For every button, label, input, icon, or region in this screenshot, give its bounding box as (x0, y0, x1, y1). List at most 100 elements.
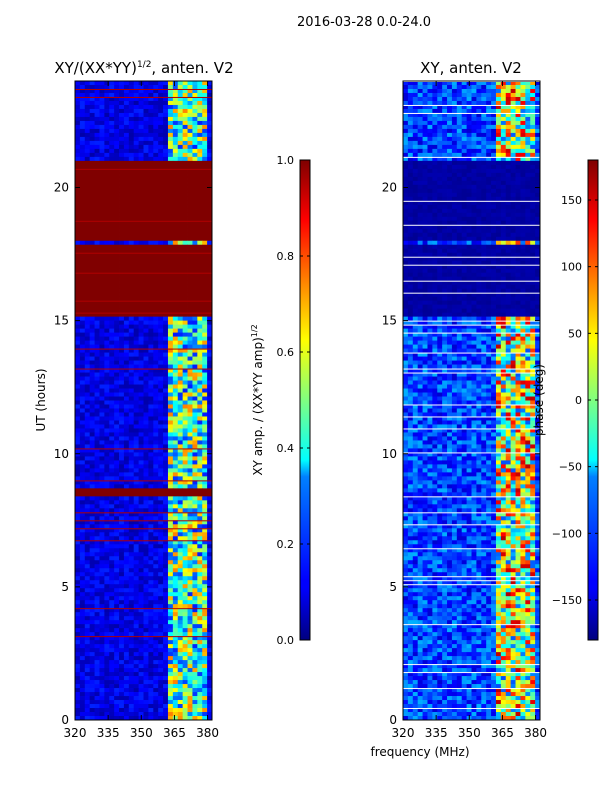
heatmap-cell (109, 532, 115, 537)
heatmap-cell (133, 144, 139, 150)
heatmap-cell (153, 84, 159, 90)
heatmap-cell (119, 124, 125, 130)
heatmap-row-line (75, 520, 212, 522)
heatmap-cell (138, 160, 144, 166)
heatmap-cell (99, 656, 105, 661)
heatmap-cell (197, 204, 203, 210)
heatmap-cell (163, 188, 169, 194)
heatmap-cell (128, 156, 135, 162)
heatmap-cell (158, 676, 164, 681)
heatmap-cell (109, 596, 115, 601)
heatmap-cell (123, 312, 130, 318)
heatmap-cell (187, 116, 193, 122)
heatmap-cell (75, 84, 81, 90)
heatmap-cell (138, 196, 144, 202)
heatmap-cell (167, 576, 174, 581)
heatmap-cell (182, 636, 188, 641)
heatmap-cell (158, 484, 164, 489)
heatmap-cell (163, 304, 169, 310)
heatmap-cell (104, 624, 110, 629)
heatmap-cell (79, 452, 86, 457)
heatmap-cell (182, 348, 188, 353)
heatmap-cell (202, 472, 208, 477)
heatmap-cell (202, 440, 208, 445)
heatmap-cell (75, 540, 81, 545)
heatmap-cell (84, 276, 91, 282)
heatmap-cell (163, 120, 169, 126)
heatmap-cell (417, 136, 423, 142)
heatmap-cell (202, 468, 208, 473)
heatmap-cell (187, 100, 193, 106)
heatmap-cell (197, 264, 203, 270)
heatmap-cell (133, 352, 139, 357)
heatmap-cell (109, 632, 115, 637)
heatmap-cell (84, 708, 91, 713)
heatmap-cell (197, 120, 203, 126)
heatmap-cell (505, 108, 512, 114)
heatmap-cell (84, 592, 91, 597)
heatmap-cell (109, 216, 115, 222)
heatmap-cell (182, 92, 188, 98)
heatmap-cell (182, 384, 188, 389)
heatmap-cell (99, 504, 105, 509)
heatmap-cell (422, 108, 428, 114)
heatmap-cell (138, 668, 144, 673)
heatmap-cell (207, 232, 212, 238)
heatmap-cell (476, 116, 482, 122)
heatmap-cell (143, 380, 149, 385)
heatmap-cell (197, 668, 203, 673)
heatmap-cell (94, 100, 100, 106)
heatmap-cell (177, 81, 184, 86)
heatmap-cell (109, 380, 115, 385)
heatmap-cell (158, 460, 164, 465)
heatmap-cell (163, 196, 169, 202)
heatmap-cell (114, 452, 120, 457)
heatmap-cell (471, 128, 477, 134)
heatmap-cell (535, 108, 540, 114)
heatmap-cell (84, 316, 91, 322)
heatmap-cell (163, 124, 169, 130)
heatmap-cell (138, 344, 144, 349)
heatmap-cell (192, 216, 198, 222)
heatmap-cell (167, 232, 174, 238)
heatmap-cell (167, 464, 174, 469)
heatmap-cell (104, 276, 110, 282)
heatmap-cell (437, 124, 443, 130)
heatmap-cell (192, 140, 198, 146)
heatmap-cell (114, 184, 120, 190)
heatmap-cell (128, 176, 135, 182)
heatmap-cell (207, 312, 212, 318)
heatmap-cell (109, 716, 115, 720)
heatmap-cell (128, 308, 135, 314)
heatmap-cell (128, 112, 135, 118)
heatmap-cell (153, 664, 159, 669)
heatmap-cell (192, 504, 198, 509)
heatmap-cell (197, 680, 203, 685)
heatmap-cell (197, 364, 203, 369)
heatmap-cell (79, 548, 86, 553)
heatmap-cell (163, 244, 169, 250)
heatmap-cell (109, 316, 115, 322)
heatmap-cell (182, 212, 188, 218)
heatmap-cell (197, 460, 203, 465)
heatmap-cell (520, 128, 526, 134)
heatmap-cell (148, 268, 154, 274)
heatmap-cell (109, 352, 115, 357)
heatmap-cell (133, 660, 139, 665)
heatmap-cell (520, 88, 526, 94)
heatmap-cell (158, 592, 164, 597)
heatmap-cell (123, 552, 130, 557)
heatmap-cell (172, 188, 179, 194)
heatmap-cell (163, 360, 169, 365)
heatmap-cell (133, 116, 139, 122)
heatmap-cell (84, 168, 91, 174)
heatmap-cell (163, 404, 169, 409)
heatmap-cell (412, 124, 419, 130)
heatmap-cell (109, 684, 115, 689)
heatmap-cell (177, 356, 184, 361)
heatmap-cell (114, 152, 120, 158)
heatmap-cell (94, 484, 100, 489)
heatmap-cell (167, 424, 174, 429)
heatmap-cell (143, 132, 149, 138)
heatmap-cell (182, 704, 188, 709)
